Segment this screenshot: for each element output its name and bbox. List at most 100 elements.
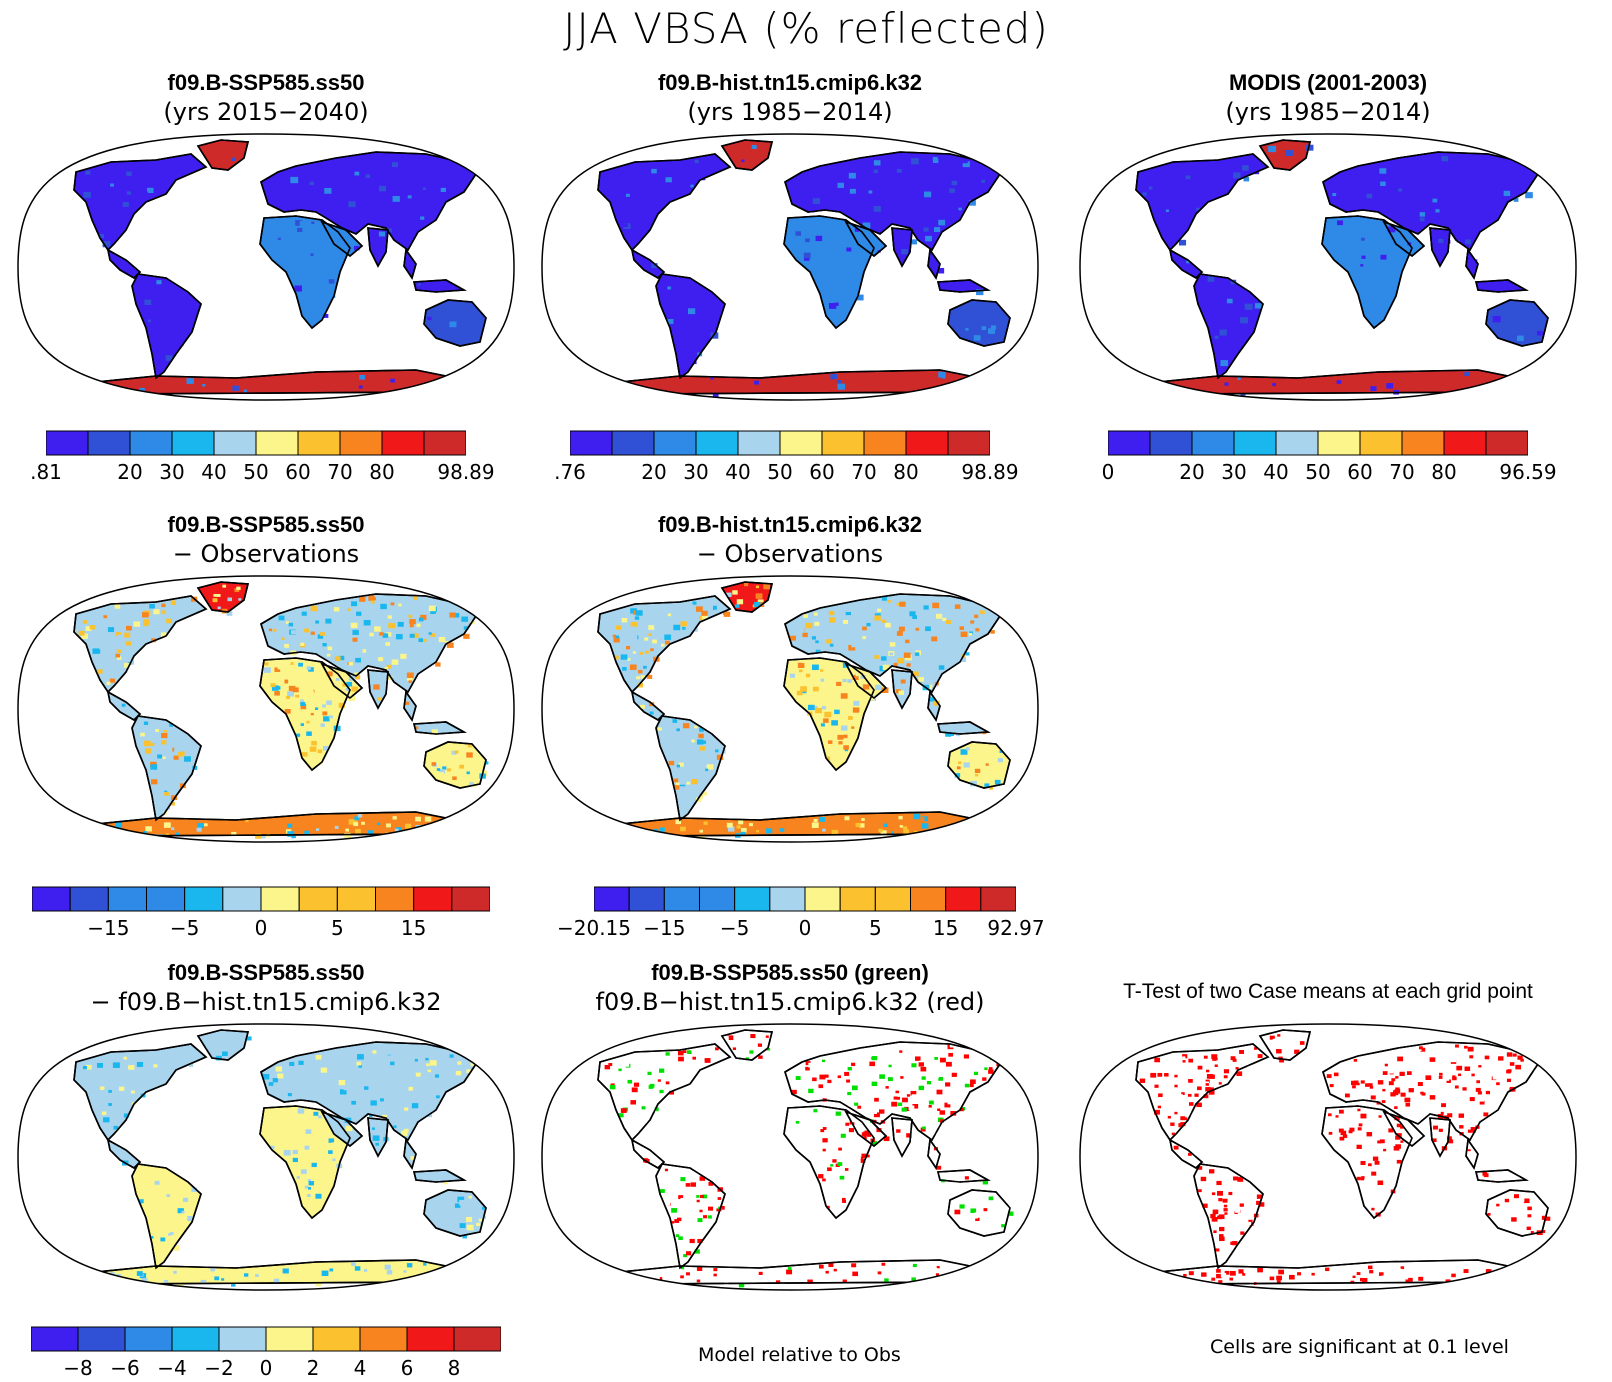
grid-cell xyxy=(1358,1123,1363,1127)
grid-cell xyxy=(368,1114,373,1117)
grid-cell xyxy=(301,752,308,757)
grid-cell xyxy=(300,723,305,726)
coastline xyxy=(720,581,774,613)
grid-cell xyxy=(911,1094,918,1099)
grid-cell xyxy=(390,602,395,606)
grid-cell xyxy=(917,1095,923,1100)
grid-cell xyxy=(1242,165,1249,171)
grid-cell xyxy=(1257,1267,1263,1273)
grid-cell xyxy=(1418,1276,1424,1281)
grid-cell xyxy=(648,633,652,636)
grid-cell xyxy=(1213,1230,1217,1234)
grid-cell xyxy=(882,619,887,623)
grid-cell xyxy=(447,768,451,772)
grid-cell xyxy=(427,1069,432,1073)
grid-cell xyxy=(854,1186,858,1189)
grid-cell xyxy=(981,179,985,183)
grid-cell xyxy=(1256,1200,1262,1205)
grid-cell xyxy=(671,1221,675,1224)
grid-cell xyxy=(300,642,305,647)
grid-cell xyxy=(463,633,470,639)
grid-cell xyxy=(665,640,670,645)
grid-cell xyxy=(938,665,945,670)
grid-cell xyxy=(958,598,964,603)
grid-cell xyxy=(429,1109,433,1112)
panel-subtitle: − Observations xyxy=(172,540,360,568)
grid-cell xyxy=(1494,1091,1499,1095)
grid-cell xyxy=(1451,1107,1457,1112)
grid-cell xyxy=(954,1209,961,1215)
grid-cell xyxy=(1196,1102,1202,1108)
grid-cell xyxy=(712,605,719,611)
grid-cell xyxy=(1404,1097,1411,1103)
grid-cell xyxy=(795,1076,801,1080)
grid-cell xyxy=(1352,1275,1356,1279)
grid-cell xyxy=(677,739,682,743)
grid-cell xyxy=(640,655,645,658)
grid-cell xyxy=(216,593,221,597)
grid-cell xyxy=(968,1205,972,1208)
grid-cell xyxy=(970,780,977,787)
grid-cell xyxy=(844,748,849,752)
grid-cell xyxy=(779,828,785,832)
grid-cell xyxy=(286,695,291,699)
grid-cell xyxy=(814,621,820,626)
grid-cell xyxy=(425,387,434,394)
grid-cell xyxy=(222,1051,228,1057)
grid-cell xyxy=(320,632,325,636)
coastline xyxy=(936,1169,991,1183)
grid-cell xyxy=(96,669,103,674)
grid-cell xyxy=(384,666,388,670)
colorbar-tick-label: 0 xyxy=(1101,460,1115,484)
grid-cell xyxy=(438,379,445,385)
grid-cell xyxy=(1510,287,1516,292)
grid-cell xyxy=(268,1082,274,1086)
grid-cell xyxy=(276,1108,282,1114)
colorbar-swatch xyxy=(874,886,912,912)
grid-cell xyxy=(832,1159,837,1163)
grid-cell xyxy=(130,1097,137,1103)
grid-cell xyxy=(947,1099,954,1105)
grid-cell xyxy=(945,1082,951,1087)
grid-cell xyxy=(840,1268,845,1272)
grid-cell xyxy=(422,187,426,191)
grid-cell xyxy=(620,1108,627,1113)
grid-cell xyxy=(1187,1093,1192,1097)
grid-cell xyxy=(1413,1111,1419,1116)
grid-cell xyxy=(828,617,836,623)
grid-cell xyxy=(803,614,808,618)
grid-cell xyxy=(1496,1203,1500,1207)
grid-cell xyxy=(677,1186,681,1190)
grid-cell xyxy=(1197,1086,1202,1091)
grid-cell xyxy=(191,1187,198,1193)
grid-cell xyxy=(335,1125,340,1129)
grid-cell xyxy=(1326,1074,1332,1079)
grid-cell xyxy=(1207,300,1214,306)
grid-cell xyxy=(851,642,858,648)
grid-cell xyxy=(740,831,746,836)
grid-cell xyxy=(820,669,824,672)
grid-cell xyxy=(423,1263,427,1266)
grid-cell xyxy=(355,828,361,834)
grid-cell xyxy=(1361,237,1365,241)
grid-cell xyxy=(343,1087,348,1091)
colorbar-swatch xyxy=(1485,430,1528,456)
grid-cell xyxy=(812,705,818,710)
grid-cell xyxy=(911,158,919,165)
grid-cell xyxy=(852,675,859,681)
grid-cell xyxy=(372,1135,380,1141)
grid-cell xyxy=(155,729,159,733)
grid-cell xyxy=(920,1066,927,1072)
grid-cell xyxy=(1329,1268,1334,1272)
grid-cell xyxy=(680,621,687,627)
grid-cell xyxy=(1429,1095,1436,1100)
colorbar-swatch xyxy=(653,430,697,456)
grid-cell xyxy=(1467,1151,1472,1155)
grid-cell xyxy=(937,267,945,274)
grid-cell xyxy=(612,634,616,638)
grid-cell xyxy=(439,769,445,774)
grid-cell xyxy=(1243,176,1250,182)
grid-cell xyxy=(1426,1050,1431,1054)
grid-cell xyxy=(699,727,704,732)
grid-cell xyxy=(1369,1085,1374,1089)
